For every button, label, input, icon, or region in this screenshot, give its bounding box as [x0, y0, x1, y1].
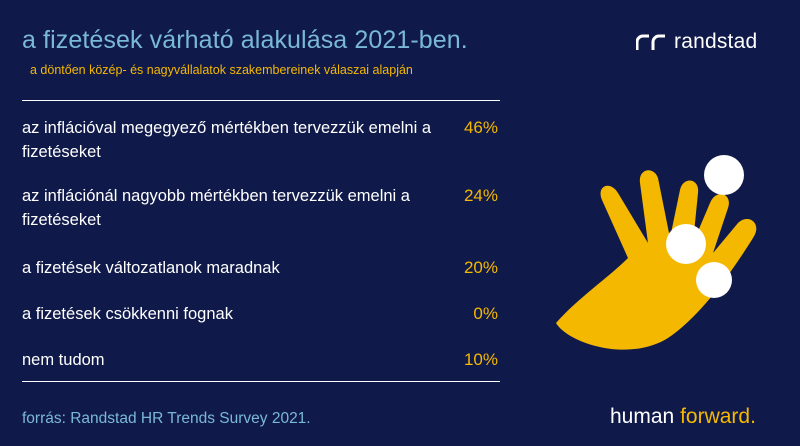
row-value: 24% [463, 186, 498, 205]
row-value: 20% [463, 258, 498, 277]
row-label: az inflációval megegyező mértékben terve… [22, 119, 432, 161]
tagline-word-human: human [610, 405, 675, 428]
page-title: a fizetések várható alakulása 2021-ben. [22, 26, 468, 54]
divider-top [22, 100, 500, 101]
circle-dot-top [704, 155, 744, 195]
randstad-logo: randstad [636, 30, 757, 54]
row-value: 46% [463, 118, 498, 137]
row-label: a fizetések csökkenni fognak [22, 305, 233, 323]
row-label: nem tudom [22, 351, 105, 369]
divider-bottom [22, 381, 500, 382]
randstad-logo-icon [636, 34, 665, 50]
logo-text: randstad [674, 30, 758, 53]
page-subtitle: a döntően közép- és nagyvállalatok szake… [30, 63, 413, 77]
row-label: a fizetések változatlanok maradnak [22, 259, 280, 277]
source-note: forrás: Randstad HR Trends Survey 2021. [22, 410, 311, 427]
tagline: human forward. [610, 405, 756, 429]
row-value: 10% [463, 350, 498, 369]
hand-illustration [556, 155, 757, 350]
circle-dot-middle [666, 224, 706, 264]
circle-dot-lower [696, 262, 732, 298]
row-value: 0% [473, 304, 498, 323]
tagline-word-forward: forward. [680, 405, 756, 428]
row-label: az inflációnál nagyobb mértékben tervezz… [22, 187, 410, 229]
